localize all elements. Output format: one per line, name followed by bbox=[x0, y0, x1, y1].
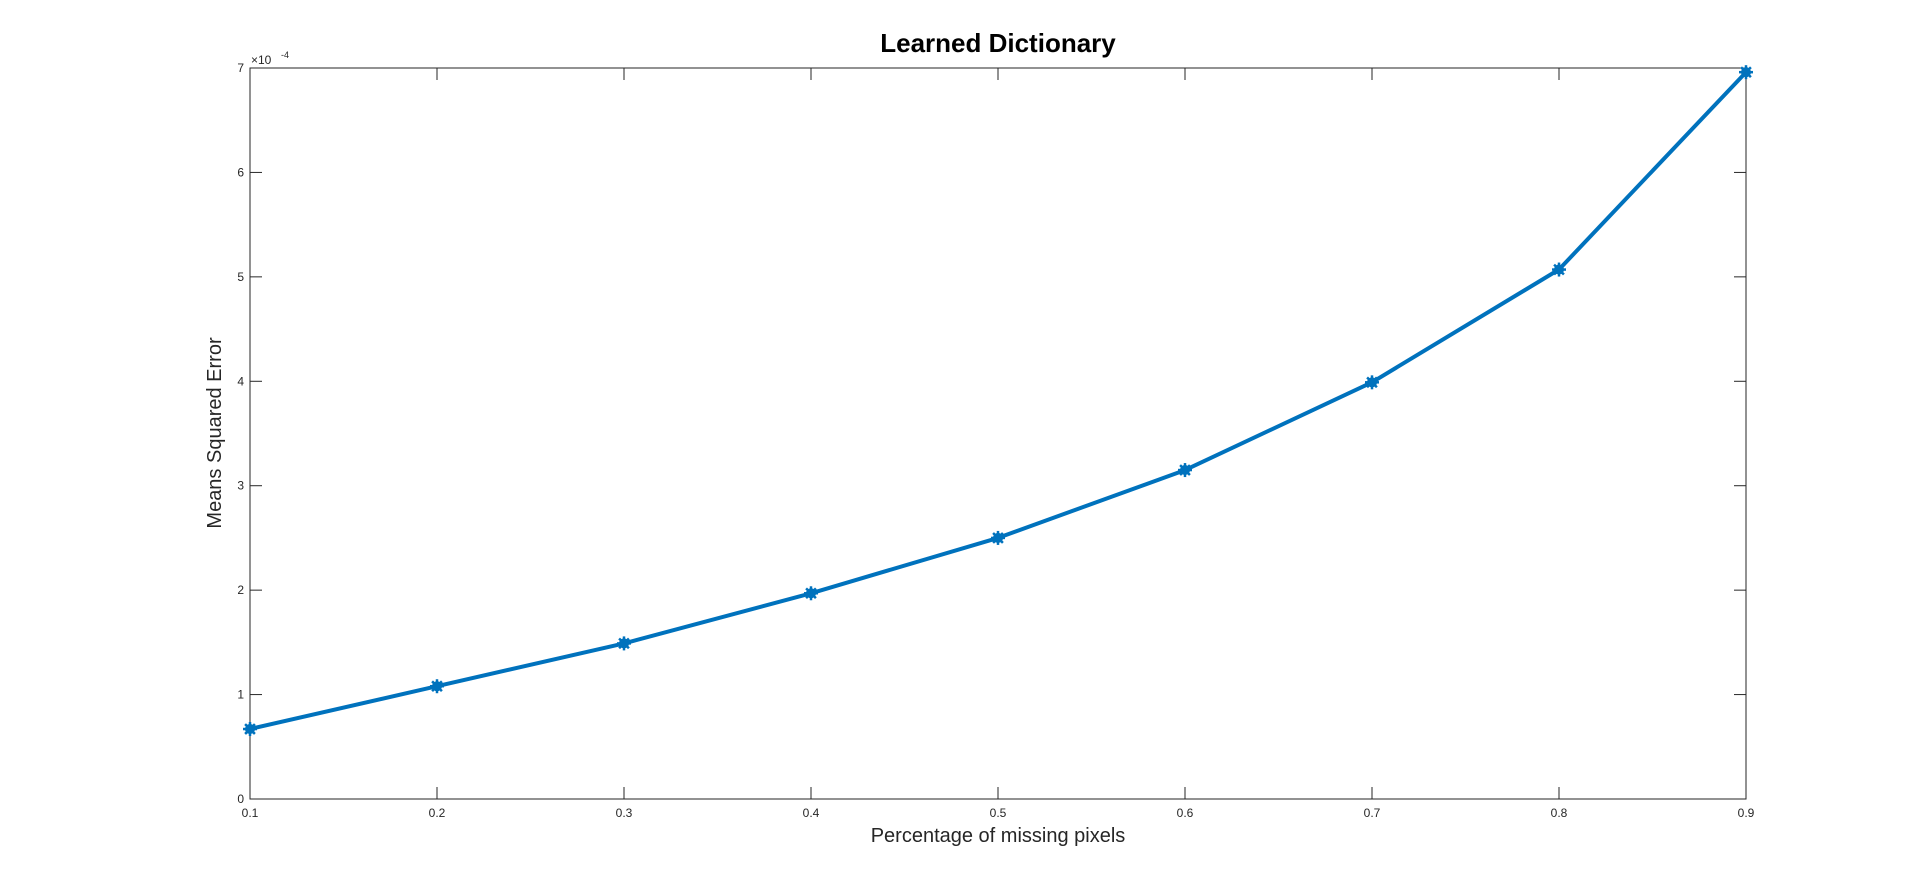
data-point bbox=[243, 722, 257, 737]
data-point-star bbox=[805, 587, 817, 600]
x-tick-label: 0.1 bbox=[242, 806, 259, 820]
data-point-star bbox=[1179, 464, 1191, 476]
x-tick-label: 0.2 bbox=[429, 806, 446, 820]
x-axis-ticks: 0.1 0.2 0.3 0.4 0.5 0.6 0.7 0.8 0.9 bbox=[242, 68, 1755, 820]
data-point-star bbox=[1366, 376, 1378, 389]
x-tick-label: 0.7 bbox=[1364, 806, 1381, 820]
y-tick-label: 7 bbox=[237, 61, 244, 75]
data-point bbox=[1178, 463, 1192, 478]
data-point-star bbox=[1553, 263, 1565, 276]
data-point bbox=[1739, 65, 1753, 80]
y-tick-label: 0 bbox=[237, 792, 244, 806]
data-point bbox=[430, 679, 444, 694]
y-tick-label: 4 bbox=[237, 374, 244, 388]
y-axis-ticks: 0 1 2 3 4 5 6 7 bbox=[237, 61, 1746, 806]
y-tick-label: 2 bbox=[237, 583, 244, 597]
y-exponent-base: ×10 bbox=[251, 53, 272, 67]
data-point bbox=[1552, 262, 1566, 277]
data-point bbox=[1365, 375, 1379, 390]
data-point bbox=[804, 586, 818, 601]
y-axis-exponent: ×10 -4 bbox=[251, 50, 289, 67]
plot-area bbox=[249, 67, 1747, 800]
y-tick-label: 3 bbox=[237, 479, 244, 493]
x-tick-label: 0.3 bbox=[616, 806, 633, 820]
y-tick-label: 5 bbox=[237, 270, 244, 284]
data-point bbox=[991, 530, 1005, 545]
data-point-star bbox=[618, 637, 630, 650]
series-markers bbox=[243, 65, 1753, 737]
data-point-star bbox=[992, 532, 1004, 544]
y-exponent-power: -4 bbox=[281, 50, 289, 60]
y-axis-label: Means Squared Error bbox=[204, 337, 226, 529]
data-point-star bbox=[431, 680, 443, 693]
x-tick-label: 0.6 bbox=[1177, 806, 1194, 820]
x-tick-label: 0.9 bbox=[1738, 806, 1755, 820]
x-axis-label: Percentage of missing pixels bbox=[871, 825, 1126, 847]
y-tick-label: 1 bbox=[237, 688, 244, 702]
x-tick-label: 0.8 bbox=[1551, 806, 1568, 820]
x-tick-label: 0.4 bbox=[803, 806, 820, 820]
data-point-star bbox=[1740, 66, 1752, 78]
data-point-star bbox=[244, 723, 256, 735]
data-point bbox=[617, 636, 631, 651]
y-tick-label: 6 bbox=[237, 165, 244, 179]
x-tick-label: 0.5 bbox=[990, 806, 1007, 820]
series-line bbox=[248, 70, 1748, 731]
chart-title: Learned Dictionary bbox=[880, 28, 1116, 58]
